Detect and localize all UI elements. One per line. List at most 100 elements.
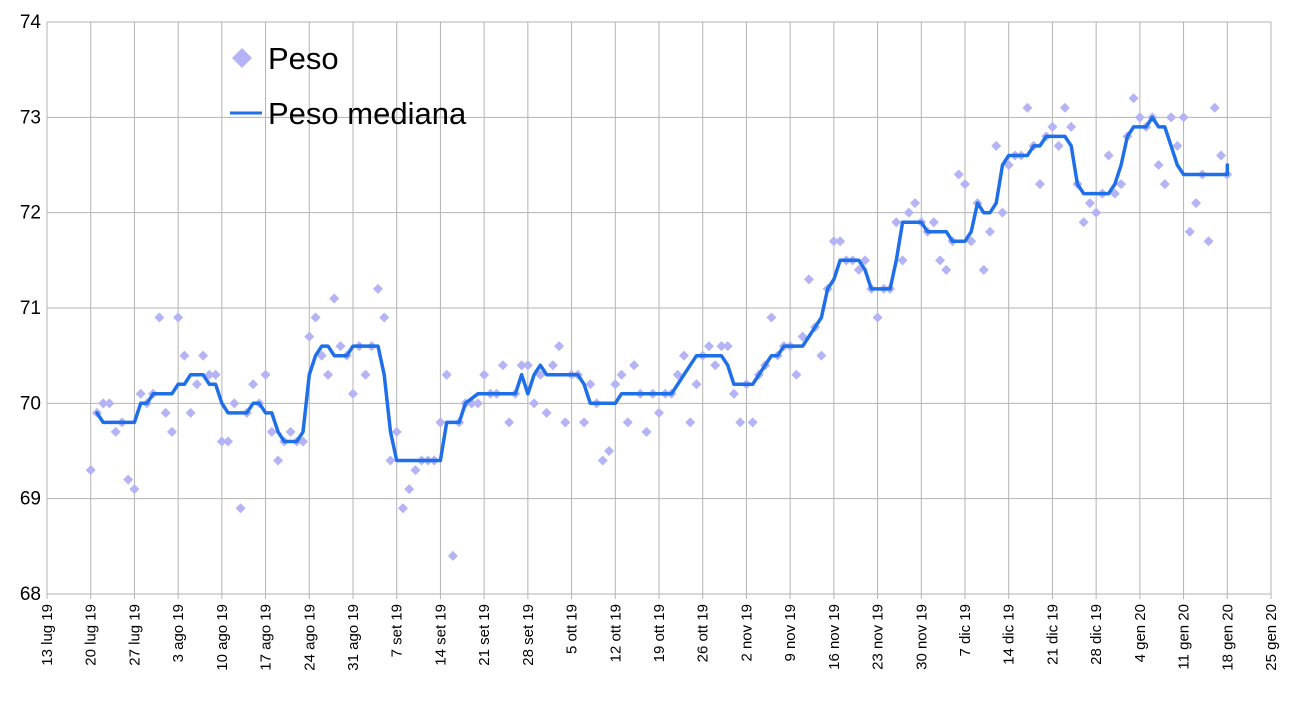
peso-point [516,360,527,371]
peso-point [1091,207,1102,218]
x-tick-label: 20 lug 19 [83,604,100,666]
peso-point [747,417,758,428]
peso-point [541,407,552,418]
peso-point [966,236,977,247]
peso-point [535,369,546,380]
peso-point [479,369,490,380]
legend-label-peso-mediana: Peso mediana [268,96,467,131]
y-tick-label: 70 [20,393,41,414]
peso-point [379,312,390,323]
y-axis-labels: 68 69 70 71 72 73 74 [20,12,42,605]
peso-point [1034,179,1045,190]
peso-point [304,331,315,342]
peso-point [610,379,621,390]
peso-mediana-line [95,115,1230,463]
peso-point [441,369,452,380]
x-tick-label: 9 nov 19 [782,604,799,662]
x-tick-label: 12 ott 19 [607,604,624,662]
peso-point [160,407,171,418]
peso-point [410,465,421,476]
peso-point [348,388,358,399]
peso-point [316,350,327,361]
peso-point [260,369,271,380]
peso-point [329,293,340,304]
peso-point [853,264,864,275]
peso-point [123,474,134,485]
peso-point [504,417,515,428]
peso-point [1066,121,1077,132]
x-tick-label: 18 gen 20 [1219,604,1236,671]
peso-point [98,398,109,409]
y-tick-label: 72 [20,203,41,224]
peso-point [560,417,571,428]
peso-point [266,426,277,437]
peso-point [672,369,683,380]
peso-point [173,312,184,323]
peso-point [85,465,96,476]
peso-point [1203,236,1214,247]
x-tick-label: 27 lug 19 [126,604,143,666]
peso-point [1078,217,1089,228]
y-tick-label: 73 [20,107,41,128]
peso-point [248,379,259,390]
peso-point [129,484,140,495]
peso-point [997,207,1008,218]
peso-point [554,341,565,352]
peso-point [703,341,714,352]
x-tick-label: 11 gen 20 [1176,604,1193,670]
x-tick-label: 28 dic 19 [1088,604,1105,665]
peso-point [229,398,240,409]
peso-scatter-series [85,93,1233,561]
peso-point [529,398,540,409]
peso-point [953,169,964,180]
peso-point [735,417,746,428]
x-tick-label: 31 ago 19 [345,604,362,671]
peso-point [154,312,165,323]
peso-point [903,207,914,218]
peso-point [1172,140,1183,151]
peso-point [372,283,383,294]
peso-point [235,503,246,514]
peso-point [585,379,596,390]
x-tick-label: 30 nov 19 [913,604,930,670]
x-tick-label: 7 dic 19 [957,604,974,657]
peso-point [135,388,146,399]
x-tick-label: 5 ott 19 [564,604,581,654]
peso-point [685,417,696,428]
x-tick-label: 14 dic 19 [1001,604,1018,665]
peso-point [204,369,215,380]
peso-point [766,312,777,323]
x-tick-label: 19 ott 19 [651,604,668,662]
peso-point [1109,188,1120,199]
peso-point [522,360,533,371]
peso-point [472,398,483,409]
peso-point [622,417,633,428]
peso-point [447,550,458,561]
x-tick-label: 26 ott 19 [695,604,712,662]
peso-point [1153,160,1164,170]
peso-point [404,484,415,495]
peso-point [385,455,396,466]
peso-point [1166,112,1177,123]
peso-point [223,436,234,447]
peso-point [797,331,808,342]
peso-point [273,455,284,466]
peso-point [310,312,321,323]
peso-point [803,274,814,285]
peso-point [1134,112,1145,123]
peso-point [860,255,871,266]
peso-point [654,407,664,418]
peso-point [872,312,883,323]
x-tick-label: 25 gen 20 [1263,604,1280,671]
peso-point [641,426,652,437]
x-tick-label: 21 set 19 [476,604,493,666]
peso-point [935,255,946,266]
peso-point [1128,93,1139,104]
peso-point [678,350,689,361]
peso-point [1047,121,1058,132]
x-tick-label: 17 ago 19 [258,604,275,671]
peso-point [1022,102,1033,113]
peso-point [816,350,827,361]
y-tick-label: 68 [20,584,41,605]
x-tick-label: 10 ago 19 [214,604,231,671]
